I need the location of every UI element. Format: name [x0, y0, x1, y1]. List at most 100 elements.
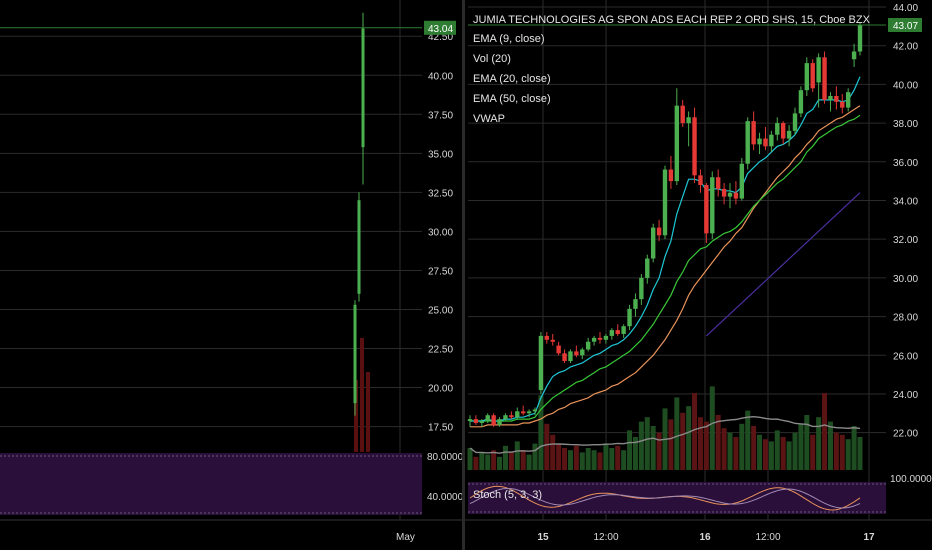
right-volume-bar [562, 448, 568, 470]
right-volume-bar [514, 441, 520, 470]
legend-ema20[interactable]: EMA (20, close) [473, 73, 551, 85]
right-volume-bar [733, 437, 739, 470]
right-candle-body [857, 24, 863, 52]
right-volume-bar [686, 406, 692, 470]
right-volume-bar [845, 439, 851, 470]
right-price-tick: 28.00 [893, 313, 918, 324]
right-volume-bar [526, 454, 532, 470]
left-osc-tick-40: 40.0000 [427, 492, 464, 503]
right-candle-body [828, 96, 833, 100]
right-volume-bar [502, 445, 508, 470]
right-candle-body [733, 192, 739, 199]
right-volume-bar [680, 412, 686, 470]
right-volume-bar [491, 450, 497, 470]
pane-divider[interactable] [462, 0, 465, 550]
right-volume-bar [544, 423, 550, 470]
right-volume-ma-line [469, 415, 861, 454]
right-candle-body [775, 123, 780, 135]
right-volume-bar [538, 395, 544, 470]
left-candles [353, 12, 365, 416]
legend-ema50[interactable]: EMA (50, close) [473, 93, 551, 105]
right-price-tick: 38.00 [893, 119, 918, 130]
right-candle-body [668, 169, 674, 182]
right-candle-body [650, 227, 656, 259]
left-volume-bar [360, 338, 364, 452]
left-last-price-badge [424, 20, 456, 35]
right-volume-bar [697, 417, 703, 470]
right-volume-bar [780, 437, 786, 470]
right-candles [467, 22, 863, 427]
stoch-d-line [469, 487, 861, 509]
right-osc-tick-100: 100.0000 [890, 474, 932, 485]
left-time-tick-may: May [396, 532, 415, 543]
legend-ema9[interactable]: EMA (9, close) [473, 33, 545, 45]
left-price-tick: 20.00 [428, 384, 453, 395]
right-candle-body [491, 415, 496, 425]
left-price-tick: 35.00 [428, 149, 453, 160]
right-candle-body [532, 409, 538, 412]
right-volume-bar [804, 415, 810, 470]
right-volume-bar [674, 397, 680, 470]
right-volume-bar [762, 439, 768, 470]
right-volume-bar [497, 456, 503, 470]
legend-vwap[interactable]: VWAP [473, 113, 505, 125]
right-time-axis[interactable]: 15 12:00 16 12:00 17 [537, 532, 875, 543]
right-volume-bar [615, 445, 621, 470]
right-candle-body [662, 169, 668, 236]
right-candle-body [621, 326, 626, 334]
right-candle-body [520, 411, 526, 414]
left-last-price-label: 43.04 [428, 24, 453, 35]
right-volume-bar [709, 386, 715, 470]
legend-vol[interactable]: Vol (20) [473, 53, 511, 65]
stoch-label: Stoch (5, 3, 3) [473, 489, 542, 501]
right-candle-body [591, 337, 597, 342]
right-candle-body [786, 130, 792, 139]
left-price-axis[interactable]: 42.50 40.00 37.50 35.00 32.50 30.00 27.50 25.00… [428, 32, 453, 433]
right-last-price-label: 43.07 [893, 21, 918, 32]
right-candle-body [585, 341, 591, 350]
right-candle-body [473, 419, 479, 423]
right-volume-bar [532, 443, 538, 470]
right-volume-bar [839, 434, 845, 470]
right-candle-body [751, 121, 756, 145]
right-volume-bar [798, 423, 804, 470]
right-volume-bar [792, 432, 798, 470]
right-volume-bar [786, 441, 792, 470]
right-price-tick: 36.00 [893, 158, 918, 169]
right-candle-body [792, 113, 798, 131]
right-candle-body [580, 349, 585, 356]
left-price-tick: 42.50 [428, 32, 453, 43]
right-price-tick: 26.00 [893, 351, 918, 362]
right-volume-bars [467, 386, 863, 470]
right-price-tick: 22.00 [893, 429, 918, 440]
right-candle-body [645, 258, 650, 278]
right-volume-bar [816, 417, 822, 470]
right-candle-body [656, 227, 662, 236]
left-price-tick: 17.50 [428, 423, 453, 434]
right-price-tick: 40.00 [893, 80, 918, 91]
right-ema50-line [470, 105, 861, 428]
right-volume-bar [573, 445, 579, 470]
right-candle-body [633, 299, 638, 309]
right-candle-body [538, 335, 544, 391]
right-candle-body [680, 105, 685, 124]
right-candle-body [780, 123, 786, 139]
right-vwap-line [705, 192, 861, 337]
right-price-tick: 24.00 [893, 390, 918, 401]
right-candle-body [692, 117, 697, 176]
left-price-tick: 40.00 [428, 71, 453, 82]
left-candle-body [353, 304, 357, 404]
right-volume-bar [644, 417, 650, 470]
right-volume-bar [650, 426, 656, 470]
right-candle-body [479, 421, 485, 423]
right-volume-bar [627, 430, 633, 470]
right-candle-body [721, 188, 727, 197]
left-price-tick: 30.00 [428, 227, 453, 238]
right-candle-body [627, 308, 632, 327]
right-price-axis[interactable]: 44.00 42.00 40.00 38.00 36.00 34.00 32.00 30.00… [893, 3, 918, 440]
right-volume-bar [632, 437, 638, 470]
right-time-tick: 15 [537, 532, 549, 543]
right-candle-body [822, 57, 827, 100]
left-candle-body [361, 28, 365, 148]
right-time-tick: 17 [863, 532, 875, 543]
